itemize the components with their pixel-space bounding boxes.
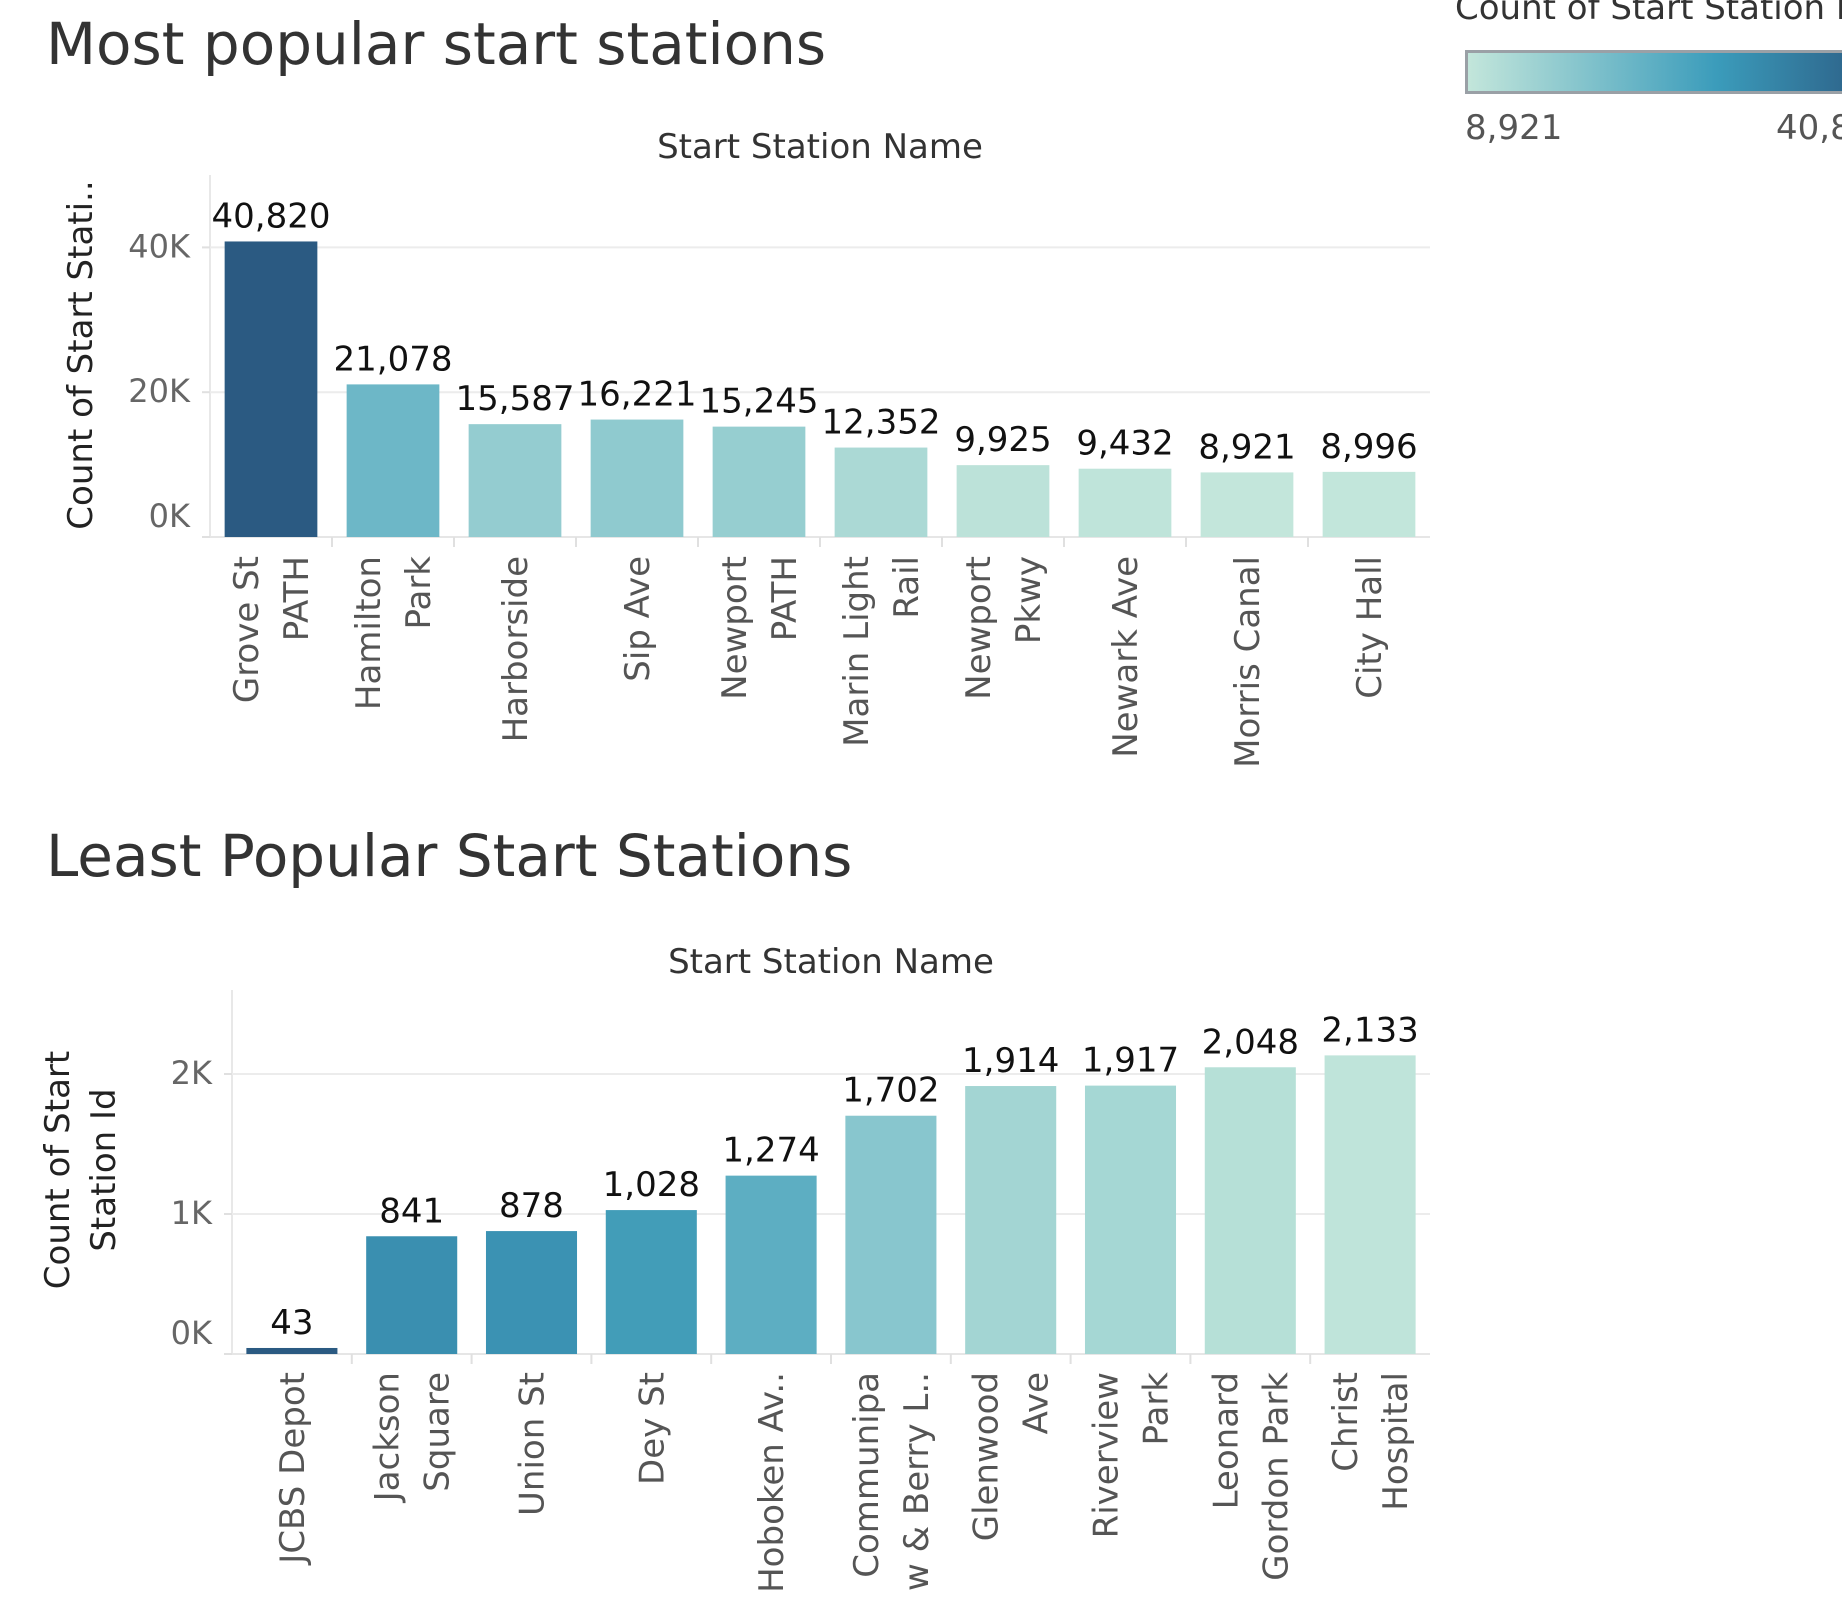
bar [485,1231,578,1354]
bar [468,424,562,537]
category-label: Gordon Park [1256,1372,1296,1581]
category-label: Dey St [632,1372,672,1485]
chart-most-popular: Start Station Name Count of Start Stati..… [61,127,1430,768]
data-label: 40,820 [212,196,331,236]
category-label: w & Berry L.. [897,1372,937,1591]
category-label: Square [418,1372,458,1492]
bar [366,1236,458,1354]
category-label: City Hall [1350,556,1390,699]
data-label: 15,245 [700,382,819,422]
data-label: 841 [379,1191,444,1231]
legend-min-label: 8,921 [1465,108,1563,148]
y-tick-label: 1K [171,1194,213,1232]
x-axis-title: Start Station Name [668,942,994,982]
category-label: Ave [1017,1372,1057,1434]
category-label: Newport [715,556,755,700]
y-tick-label: 0K [171,1314,213,1352]
category-label: Leonard [1206,1372,1246,1509]
data-label: 9,925 [954,420,1051,460]
bar [1324,1055,1416,1354]
bar [845,1115,937,1354]
category-label: Hoboken Av.. [752,1372,792,1593]
y-tick-label: 40K [128,227,191,265]
category-label: Glenwood [967,1372,1007,1541]
chart-title-top: Most popular start stations [46,10,827,78]
y-axis-title: Station Id [84,1088,124,1251]
category-label: Harborside [496,556,536,742]
data-label: 1,702 [842,1071,939,1111]
data-label: 8,996 [1320,427,1417,467]
bar [834,447,928,537]
bar [1078,468,1172,537]
category-label: Christ [1326,1372,1366,1472]
category-label: Rail [887,556,927,619]
bar [1322,471,1416,537]
chart-title-bottom: Least Popular Start Stations [46,822,853,890]
category-label: Sip Ave [618,556,658,682]
bar [712,426,806,537]
data-label: 1,914 [962,1041,1059,1081]
data-label: 878 [499,1186,564,1226]
category-label: Jackson [368,1372,408,1503]
bar [224,241,318,537]
data-label: 16,221 [578,375,697,415]
bar [965,1086,1057,1354]
data-label: 1,274 [722,1131,819,1171]
bar [1084,1085,1177,1354]
bar [1204,1067,1296,1354]
category-label: Park [399,556,439,630]
category-label: Pkwy [1009,556,1049,644]
y-tick-label: 2K [171,1054,213,1092]
data-label: 9,432 [1076,424,1173,464]
y-tick-label: 20K [128,372,191,410]
category-label: Hospital [1376,1372,1416,1511]
bar [956,465,1050,537]
category-label: Newark Ave [1106,556,1146,758]
legend-title: Count of Start Station I [1455,0,1842,28]
data-label: 15,587 [456,379,575,419]
category-label: Communipa [847,1372,887,1578]
category-label: JCBS Depot [273,1372,313,1566]
category-label: Park [1137,1372,1177,1446]
y-tick-label: 0K [149,497,191,535]
bar [590,419,684,537]
bar [346,384,440,537]
category-label: Grove St [227,556,267,703]
data-label: 1,028 [603,1165,700,1205]
category-label: Hamilton [349,556,389,710]
bar [246,1347,338,1354]
legend-max-label: 40,8 [1776,108,1842,148]
category-label: Newport [959,556,999,700]
x-axis-title: Start Station Name [657,127,983,167]
y-axis-title: Count of Start Stati.. [61,180,101,529]
data-label: 1,917 [1082,1041,1179,1081]
category-label: Union St [513,1372,553,1516]
data-label: 2,048 [1202,1022,1299,1062]
color-legend-gradient [1465,50,1842,94]
data-label: 43 [270,1303,313,1343]
data-label: 2,133 [1321,1010,1418,1050]
bar [1200,472,1294,537]
y-axis-title: Count of Start [38,1051,78,1289]
bar [725,1175,817,1354]
category-label: Morris Canal [1228,556,1268,768]
data-label: 8,921 [1198,427,1295,467]
bar [605,1210,697,1354]
category-label: PATH [277,556,317,641]
chart-least-popular: Start Station Name Count of Start Station … [38,942,1430,1593]
data-label: 21,078 [334,339,453,379]
category-label: PATH [765,556,805,641]
category-label: Marin Light [837,556,877,747]
data-label: 12,352 [822,403,941,443]
category-label: Riverview [1087,1372,1127,1538]
